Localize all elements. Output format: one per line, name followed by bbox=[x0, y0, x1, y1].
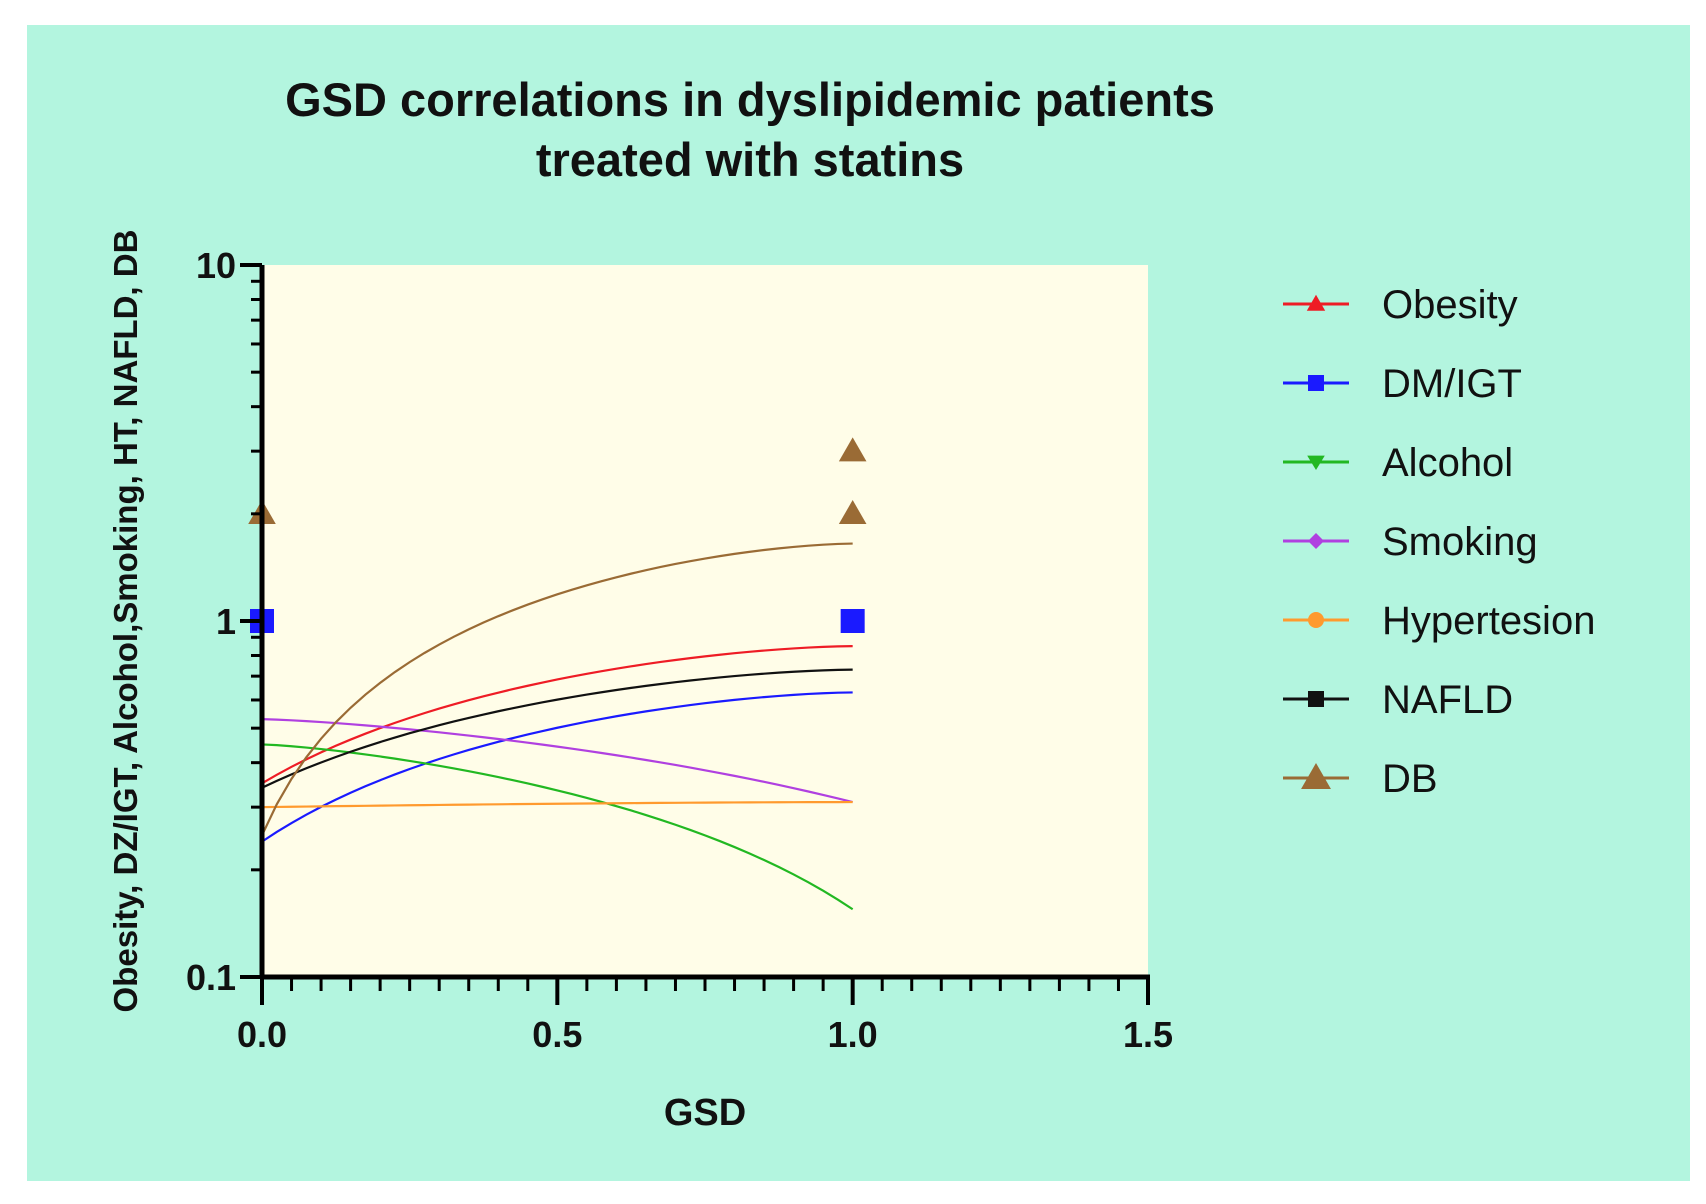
plot-area bbox=[262, 265, 1148, 977]
legend-label-nafld: NAFLD bbox=[1382, 678, 1513, 722]
x-tick-label: 0.5 bbox=[532, 1014, 582, 1055]
legend-marker-alcohol bbox=[1307, 455, 1325, 470]
legend: Obesity DM/IGT Alcohol Smoking Hypertesion NA… bbox=[1283, 283, 1595, 801]
legend-label-alcohol: Alcohol bbox=[1382, 441, 1513, 485]
x-tick-label: 1.0 bbox=[828, 1014, 878, 1055]
legend-marker-hypertesion bbox=[1308, 612, 1324, 628]
legend-marker-db bbox=[1301, 763, 1331, 790]
x-tick-label: 1.5 bbox=[1123, 1014, 1173, 1055]
fit-curve-nafld bbox=[261, 668, 853, 789]
data-point-db bbox=[838, 500, 867, 525]
legend-marker-dm-igt bbox=[1308, 375, 1324, 391]
y-tick-label: 0.1 bbox=[186, 957, 236, 998]
fit-curve-obesity bbox=[261, 645, 853, 785]
fit-curve-hypertesion bbox=[261, 800, 853, 809]
legend-label-hypertesion: Hypertesion bbox=[1382, 599, 1595, 643]
fit-curve-db bbox=[261, 542, 853, 836]
tick-labels: 0.0 0.5 1.0 1.5 0.1 1 10 bbox=[186, 245, 1173, 1055]
legend-marker-nafld bbox=[1308, 691, 1324, 707]
axes bbox=[240, 263, 1150, 1005]
y-axis-title: Obesity, DZ/IGT, Alcohol,Smoking, HT, NA… bbox=[107, 230, 144, 1013]
x-axis-title: GSD bbox=[664, 1092, 746, 1134]
data-point-dm-igt bbox=[840, 609, 865, 633]
legend-marker-smoking bbox=[1308, 533, 1324, 549]
legend-label-db: DB bbox=[1382, 757, 1438, 801]
legend-marker-obesity bbox=[1306, 294, 1326, 311]
fit-curves bbox=[261, 542, 854, 911]
legend-label-smoking: Smoking bbox=[1382, 520, 1538, 564]
y-tick-label: 1 bbox=[216, 601, 236, 642]
chart-title-line-1: GSD correlations in dyslipidemic patient… bbox=[285, 73, 1215, 126]
data-point-db bbox=[838, 437, 867, 462]
y-tick-label: 10 bbox=[196, 245, 236, 286]
fit-curve-dm-igt bbox=[261, 691, 853, 843]
legend-label-dm-igt: DM/IGT bbox=[1382, 362, 1522, 406]
fit-curve-smoking bbox=[261, 718, 853, 804]
legend-label-obesity: Obesity bbox=[1382, 283, 1518, 327]
fit-curve-alcohol bbox=[261, 743, 854, 911]
chart-title-line-2: treated with statins bbox=[535, 133, 965, 186]
x-tick-label: 0.0 bbox=[237, 1014, 287, 1055]
